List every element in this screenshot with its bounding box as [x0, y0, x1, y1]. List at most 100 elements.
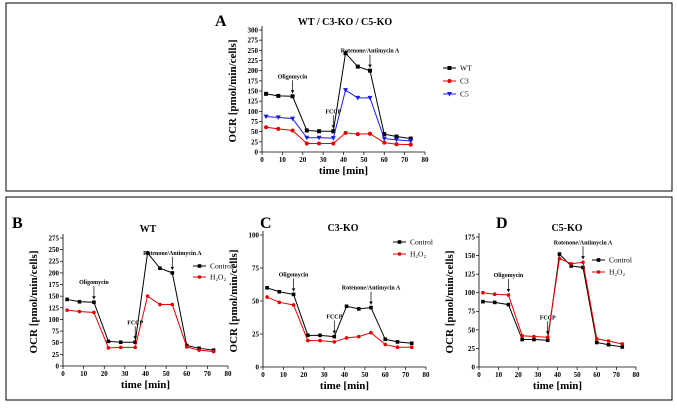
data-point — [620, 345, 625, 349]
y-axis-label: OCR [pmol/min/cells] — [227, 40, 239, 143]
data-point — [118, 345, 123, 350]
y-tick-label: 50 — [468, 326, 476, 334]
data-point — [92, 300, 96, 305]
y-tick-label: 225 — [248, 57, 259, 65]
data-point — [65, 308, 69, 312]
x-tick-label: 50 — [574, 371, 582, 379]
legend-marker — [197, 275, 202, 279]
y-tick-label: 50 — [52, 339, 60, 347]
legend-label: H₂O₂ — [609, 268, 625, 277]
series-control — [265, 286, 414, 346]
series-line — [482, 253, 623, 348]
data-point — [332, 340, 337, 344]
series-line — [266, 89, 411, 142]
data-point — [332, 334, 337, 339]
data-point — [557, 256, 562, 261]
panel-label: D — [496, 215, 508, 232]
legend-marker — [447, 79, 452, 83]
data-point — [532, 337, 536, 342]
data-point — [394, 134, 399, 139]
y-tick-label: 100 — [49, 316, 60, 324]
series-line — [266, 287, 412, 344]
data-point — [343, 88, 349, 93]
x-tick-label: 10 — [279, 156, 287, 164]
y-tick-label: 75 — [468, 308, 476, 316]
data-point — [369, 305, 373, 310]
data-point — [594, 336, 599, 341]
data-point — [106, 346, 111, 350]
x-tick-label: 10 — [495, 371, 503, 379]
legend-marker — [197, 264, 202, 268]
data-point — [393, 137, 399, 143]
x-tick-label: 30 — [320, 156, 328, 164]
legend-marker — [447, 66, 452, 70]
y-axis-label: OCR [pmol/min/cells] — [228, 250, 240, 353]
data-point — [395, 345, 400, 350]
data-point — [290, 94, 295, 99]
data-point — [545, 338, 550, 343]
y-tick-label: 275 — [248, 37, 259, 45]
x-tick-label: 0 — [261, 371, 265, 379]
annotation-arrowhead — [545, 331, 550, 335]
x-tick-label: 40 — [340, 156, 348, 164]
chart-panel-d: D C5-KO 0 10 20 30 40 50 60 70 80 0 25 50 75 100 125 150 1… — [444, 215, 640, 392]
series-line — [265, 52, 411, 140]
y-tick-label: 175 — [49, 281, 60, 289]
y-tick-label: 200 — [248, 67, 259, 75]
legend-label: H₂O₂ — [410, 250, 426, 259]
data-point — [557, 252, 562, 256]
data-point — [306, 338, 310, 343]
data-point — [383, 337, 388, 342]
data-point — [408, 136, 413, 141]
data-point — [492, 292, 497, 297]
data-point — [317, 141, 322, 146]
data-point — [211, 349, 216, 354]
annotation-arrowhead — [332, 330, 337, 334]
data-point — [408, 142, 413, 147]
x-tick-label: 60 — [593, 371, 601, 379]
data-point — [145, 294, 150, 298]
legend-label: Control — [609, 256, 632, 265]
data-point — [356, 307, 361, 311]
data-point — [520, 334, 524, 338]
data-point — [306, 333, 310, 338]
series-ho — [265, 295, 414, 350]
legend-label: Control — [410, 238, 433, 247]
data-point — [264, 91, 269, 96]
annotation-arrowhead — [369, 301, 373, 305]
x-tick-label: 30 — [321, 371, 329, 379]
data-point — [545, 335, 550, 340]
panel-label: A — [215, 13, 227, 30]
annotation-label: FCCP — [326, 315, 342, 321]
data-point — [367, 68, 372, 73]
data-point — [569, 264, 574, 268]
y-tick-label: 25 — [52, 351, 60, 359]
data-point — [290, 116, 296, 122]
data-point — [158, 266, 162, 271]
x-tick-label: 50 — [361, 371, 369, 379]
panel-label: C — [260, 215, 272, 232]
data-point — [581, 260, 585, 265]
y-tick-label: 100 — [249, 231, 260, 239]
legend-marker — [397, 240, 402, 244]
annotation-arrowhead — [368, 64, 372, 68]
data-point — [481, 290, 485, 295]
x-tick-label: 80 — [633, 371, 641, 379]
y-tick-label: 150 — [248, 87, 259, 95]
data-point — [383, 342, 388, 347]
x-axis-label: time [min] — [320, 380, 369, 392]
annotation-label: FCCP — [540, 315, 556, 321]
x-tick-label: 70 — [613, 371, 621, 379]
y-tick-label: 0 — [256, 363, 260, 371]
y-axis-label: OCR [pmol/min/cells] — [28, 251, 40, 354]
annotation-label: Oligomycin — [79, 280, 109, 286]
data-point — [65, 297, 69, 302]
data-point — [520, 337, 524, 342]
data-point — [304, 128, 309, 133]
annotation-arrowhead — [506, 288, 511, 292]
x-tick-label: 0 — [61, 370, 65, 378]
y-tick-label: 200 — [49, 269, 60, 277]
y-axis-label: OCR [pmol/min/cells] — [444, 251, 456, 354]
chart-title: C5-KO — [551, 223, 582, 234]
